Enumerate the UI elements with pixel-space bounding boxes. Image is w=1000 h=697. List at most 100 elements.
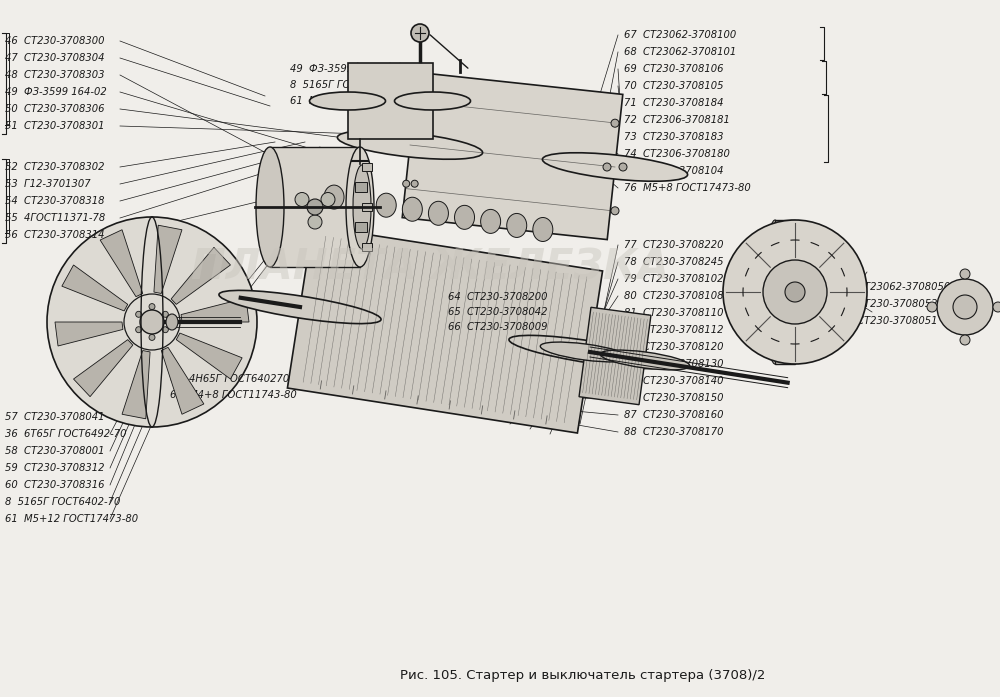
Text: 61  М5+12 ГОСТ17473-80: 61 М5+12 ГОСТ17473-80	[5, 514, 138, 524]
Ellipse shape	[324, 185, 344, 209]
Polygon shape	[176, 333, 242, 379]
Circle shape	[411, 181, 418, 187]
Text: 67  СТ23062-3708100: 67 СТ23062-3708100	[624, 30, 736, 40]
Ellipse shape	[138, 217, 166, 427]
Text: 36  6Т65Г ГОСТ6492-70: 36 6Т65Г ГОСТ6492-70	[5, 429, 126, 439]
Text: 75  СТ230-3708104: 75 СТ230-3708104	[624, 166, 724, 176]
Ellipse shape	[542, 153, 688, 181]
Text: 74  СТ2306-3708180: 74 СТ2306-3708180	[624, 149, 730, 159]
Text: 57  СТ230-3708041: 57 СТ230-3708041	[5, 412, 104, 422]
Bar	[362, 243, 372, 251]
Text: 55  4ГОСТ11371-78: 55 4ГОСТ11371-78	[5, 213, 105, 223]
Circle shape	[993, 302, 1000, 312]
Circle shape	[402, 102, 409, 110]
Circle shape	[611, 207, 619, 215]
Ellipse shape	[256, 147, 284, 267]
Ellipse shape	[350, 189, 370, 213]
Text: 62  4Н65Г ГОСТ640270: 62 4Н65Г ГОСТ640270	[170, 374, 289, 384]
Circle shape	[149, 335, 155, 340]
Polygon shape	[402, 72, 623, 240]
Text: 51  СТ230-3708301: 51 СТ230-3708301	[5, 121, 104, 131]
Text: Рис. 105. Стартер и выключатель стартера (3708)/2: Рис. 105. Стартер и выключатель стартера…	[400, 668, 765, 682]
Ellipse shape	[540, 342, 630, 362]
Polygon shape	[171, 247, 230, 305]
Text: 59  СТ230-3708312: 59 СТ230-3708312	[5, 463, 104, 473]
Circle shape	[321, 192, 335, 206]
Text: 58  СТ230-3708001: 58 СТ230-3708001	[5, 446, 104, 456]
Ellipse shape	[455, 206, 475, 229]
Circle shape	[403, 181, 410, 187]
Bar	[362, 163, 372, 171]
Polygon shape	[161, 347, 204, 414]
Ellipse shape	[402, 197, 422, 221]
Circle shape	[162, 312, 168, 317]
Bar	[362, 203, 372, 211]
Text: 78  СТ230-3708245: 78 СТ230-3708245	[624, 257, 724, 267]
Circle shape	[308, 215, 322, 229]
Ellipse shape	[346, 147, 374, 267]
Circle shape	[937, 279, 993, 335]
Text: 86  СТ230-3708150: 86 СТ230-3708150	[624, 393, 724, 403]
Circle shape	[611, 119, 619, 127]
Text: 90  СТ230-3708052: 90 СТ230-3708052	[838, 299, 938, 309]
Circle shape	[162, 327, 168, 332]
Text: 70  СТ230-3708105: 70 СТ230-3708105	[624, 81, 724, 91]
Text: 87  СТ230-3708160: 87 СТ230-3708160	[624, 410, 724, 420]
Text: 83  СТ230-3708120: 83 СТ230-3708120	[624, 342, 724, 352]
Ellipse shape	[428, 201, 448, 225]
Text: 54  СТ230-3708318: 54 СТ230-3708318	[5, 196, 104, 206]
Ellipse shape	[481, 209, 501, 233]
Circle shape	[47, 217, 257, 427]
Circle shape	[723, 220, 867, 364]
Text: 53  Г12-3701307: 53 Г12-3701307	[5, 179, 91, 189]
Ellipse shape	[376, 193, 396, 217]
Circle shape	[603, 163, 611, 171]
Text: 64  СТ230-3708200: 64 СТ230-3708200	[448, 292, 548, 302]
Text: 49  ФЗ-3599 164-02: 49 ФЗ-3599 164-02	[290, 64, 392, 74]
Text: 66  СТ230-3708009: 66 СТ230-3708009	[448, 322, 548, 332]
Circle shape	[149, 304, 155, 309]
Text: 77  СТ230-3708220: 77 СТ230-3708220	[624, 240, 724, 250]
Text: 80  СТ230-3708108: 80 СТ230-3708108	[624, 291, 724, 301]
Text: 68  СТ23062-3708101: 68 СТ23062-3708101	[624, 47, 736, 57]
Ellipse shape	[600, 350, 690, 370]
Text: 48  СТ230-3708303: 48 СТ230-3708303	[5, 70, 104, 80]
Polygon shape	[122, 351, 150, 419]
Circle shape	[124, 294, 180, 350]
Text: 50  СТ230-3708306: 50 СТ230-3708306	[5, 104, 104, 114]
Circle shape	[136, 327, 142, 332]
Text: 49  ФЗ-3599 164-02: 49 ФЗ-3599 164-02	[5, 87, 107, 97]
Circle shape	[785, 282, 805, 302]
Ellipse shape	[765, 220, 785, 364]
Ellipse shape	[310, 92, 386, 110]
Polygon shape	[100, 230, 143, 297]
Text: 60  СТ230-3708316: 60 СТ230-3708316	[5, 480, 104, 490]
Bar	[355, 222, 367, 232]
Circle shape	[307, 199, 323, 215]
Text: 76  М5+8 ГОСТ17473-80: 76 М5+8 ГОСТ17473-80	[624, 183, 751, 193]
Polygon shape	[579, 307, 651, 405]
Bar	[355, 182, 367, 192]
Text: 79  СТ230-3708102: 79 СТ230-3708102	[624, 274, 724, 284]
Text: 61  М5+12 ГОСТ17473-80: 61 М5+12 ГОСТ17473-80	[290, 96, 423, 106]
Circle shape	[619, 163, 627, 171]
Text: 52  СТ230-3708302: 52 СТ230-3708302	[5, 162, 104, 172]
Circle shape	[763, 260, 827, 324]
Ellipse shape	[353, 165, 371, 249]
Ellipse shape	[166, 314, 178, 330]
Circle shape	[136, 312, 142, 317]
Polygon shape	[74, 339, 133, 397]
Text: 65  СТ230-3708042: 65 СТ230-3708042	[448, 307, 548, 317]
Text: 71  СТ230-3708184: 71 СТ230-3708184	[624, 98, 724, 108]
Circle shape	[953, 295, 977, 319]
Text: 82  СТ230-3708112: 82 СТ230-3708112	[624, 325, 724, 335]
Circle shape	[411, 24, 429, 42]
Text: 47  СТ230-3708304: 47 СТ230-3708304	[5, 53, 104, 63]
Text: 84  СТ230-3708130: 84 СТ230-3708130	[624, 359, 724, 369]
Circle shape	[960, 269, 970, 279]
Text: 56  СТ230-3708314: 56 СТ230-3708314	[5, 230, 104, 240]
Ellipse shape	[337, 131, 483, 159]
Text: 88  СТ230-3708170: 88 СТ230-3708170	[624, 427, 724, 437]
Text: 63  М4+8 ГОСТ11743-80: 63 М4+8 ГОСТ11743-80	[170, 390, 297, 400]
Text: 8  5165Г ГОСТ6402-70: 8 5165Г ГОСТ6402-70	[5, 497, 120, 507]
